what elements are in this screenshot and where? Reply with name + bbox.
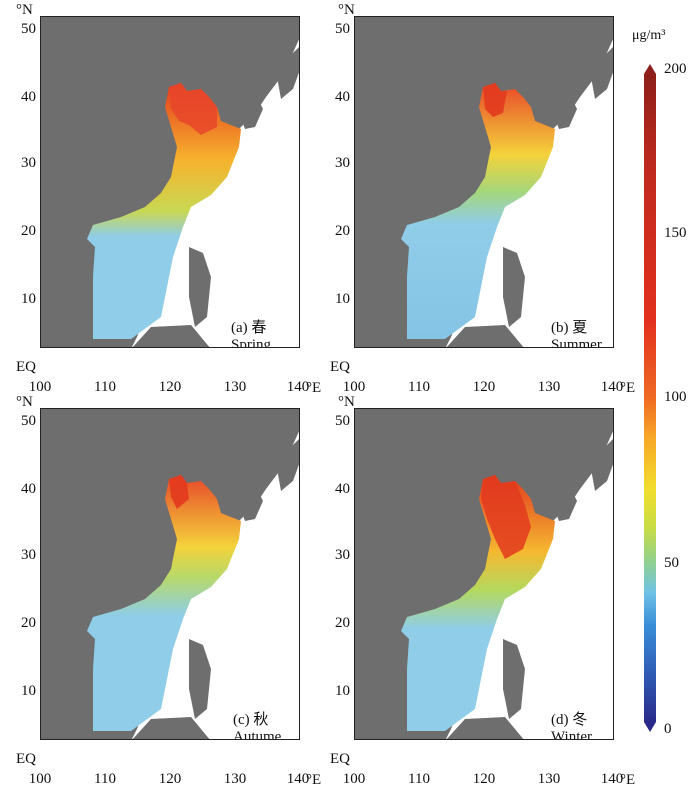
panel-label-d: (d) 冬 — [551, 712, 588, 728]
korea-japan-land — [553, 47, 613, 129]
lat-tick-10-b: 10 — [335, 291, 350, 307]
pollution-field — [87, 83, 241, 339]
lon-tick-130-b: 130 — [537, 379, 561, 395]
map-winter — [355, 409, 613, 739]
map-panel-autumn: (c) 秋 Autume — [40, 408, 300, 740]
lon-tick-120-a: 120 — [158, 379, 182, 395]
lat-tick-eq-a: EQ — [16, 359, 36, 375]
colorbar-tick-100: 100 — [664, 389, 687, 405]
lon-unit-b: °E — [620, 380, 636, 396]
lat-tick-40-b: 40 — [335, 89, 350, 105]
lat-tick-50-b: 50 — [335, 21, 350, 37]
lon-tick-140-c: 140 — [286, 771, 310, 787]
lon-unit-a: °E — [306, 380, 322, 396]
lat-tick-40-a: 40 — [21, 89, 36, 105]
lat-tick-50-a: 50 — [21, 21, 36, 37]
philippines-land — [189, 639, 211, 719]
lat-tick-40-c: 40 — [21, 481, 36, 497]
lat-tick-20-a: 20 — [21, 223, 36, 239]
lat-tick-50-c: 50 — [21, 413, 36, 429]
panel-label-season-b: Summer — [551, 337, 602, 348]
lon-tick-100-a: 100 — [28, 379, 52, 395]
borneo-land — [446, 717, 524, 739]
lat-unit-c: °N — [16, 394, 33, 410]
lon-tick-100-b: 100 — [342, 379, 366, 395]
map-summer — [355, 17, 613, 347]
map-autumn — [41, 409, 299, 739]
lat-tick-10-c: 10 — [21, 683, 36, 699]
lat-tick-eq-d: EQ — [330, 751, 350, 767]
hotspot-bohai — [169, 83, 217, 135]
lat-tick-20-c: 20 — [21, 615, 36, 631]
lon-tick-130-a: 130 — [223, 379, 247, 395]
lat-tick-30-a: 30 — [21, 155, 36, 171]
korea-japan-land — [553, 439, 613, 521]
lat-tick-40-d: 40 — [335, 481, 350, 497]
lat-tick-eq-c: EQ — [16, 751, 36, 767]
lon-tick-100-d: 100 — [342, 771, 366, 787]
lon-tick-110-d: 110 — [408, 771, 430, 787]
lon-unit-c: °E — [306, 772, 322, 788]
lat-tick-30-b: 30 — [335, 155, 350, 171]
colorbar-tick-150: 150 — [664, 225, 687, 241]
lat-tick-eq-b: EQ — [330, 359, 350, 375]
lat-unit-a: °N — [16, 2, 33, 18]
lon-tick-120-d: 120 — [472, 771, 496, 787]
philippines-land — [189, 247, 211, 327]
lon-tick-100-c: 100 — [28, 771, 52, 787]
colorbar-tick-200: 200 — [664, 61, 687, 77]
panel-label-season-d: Winter — [551, 729, 593, 740]
map-panel-spring: (a) 春 Spring — [40, 16, 300, 348]
colorbar-tick-0: 0 — [664, 721, 672, 737]
lat-unit-d: °N — [338, 394, 355, 410]
lon-tick-140-d: 140 — [600, 771, 624, 787]
lon-tick-110-c: 110 — [94, 771, 116, 787]
lon-tick-110-a: 110 — [94, 379, 116, 395]
lon-tick-130-c: 130 — [223, 771, 247, 787]
pollution-field — [87, 475, 241, 731]
lat-unit-b: °N — [338, 2, 355, 18]
lat-tick-10-a: 10 — [21, 291, 36, 307]
korea-japan-land — [239, 47, 299, 129]
pollution-field — [401, 83, 555, 339]
borneo-land — [132, 717, 210, 739]
lon-tick-130-d: 130 — [537, 771, 561, 787]
colorbar-bottom-arrow — [644, 722, 656, 732]
panel-label-c: (c) 秋 — [233, 712, 269, 728]
borneo-land — [446, 325, 524, 347]
panel-label-b: (b) 夏 — [551, 320, 588, 336]
colorbar — [644, 64, 656, 732]
philippines-land — [503, 639, 525, 719]
lon-tick-140-a: 140 — [286, 379, 310, 395]
lat-tick-30-d: 30 — [335, 547, 350, 563]
hotspot-bohai — [169, 475, 189, 509]
lat-tick-20-d: 20 — [335, 615, 350, 631]
lon-unit-d: °E — [620, 772, 636, 788]
map-panel-winter: (d) 冬 Winter — [354, 408, 614, 740]
panel-label-a: (a) 春 — [231, 320, 267, 336]
lon-tick-120-b: 120 — [472, 379, 496, 395]
lat-tick-30-c: 30 — [21, 547, 36, 563]
colorbar-tick-50: 50 — [664, 555, 679, 571]
panel-label-season-a: Spring — [231, 337, 272, 348]
colorbar-gradient — [644, 74, 656, 722]
philippines-land — [503, 247, 525, 327]
colorbar-unit: μg/m³ — [632, 28, 666, 43]
korea-japan-land — [239, 439, 299, 521]
lat-tick-50-d: 50 — [335, 413, 350, 429]
colorbar-top-arrow — [644, 64, 656, 74]
lat-tick-20-b: 20 — [335, 223, 350, 239]
map-panel-summer: (b) 夏 Summer — [354, 16, 614, 348]
map-spring — [41, 17, 299, 347]
panel-label-season-c: Autume — [233, 729, 282, 740]
lat-tick-10-d: 10 — [335, 683, 350, 699]
lon-tick-120-c: 120 — [158, 771, 182, 787]
borneo-land — [132, 325, 210, 347]
hotspot-coast — [481, 475, 531, 559]
hotspot-bohai — [483, 83, 507, 117]
lon-tick-140-b: 140 — [600, 379, 624, 395]
lon-tick-110-b: 110 — [408, 379, 430, 395]
